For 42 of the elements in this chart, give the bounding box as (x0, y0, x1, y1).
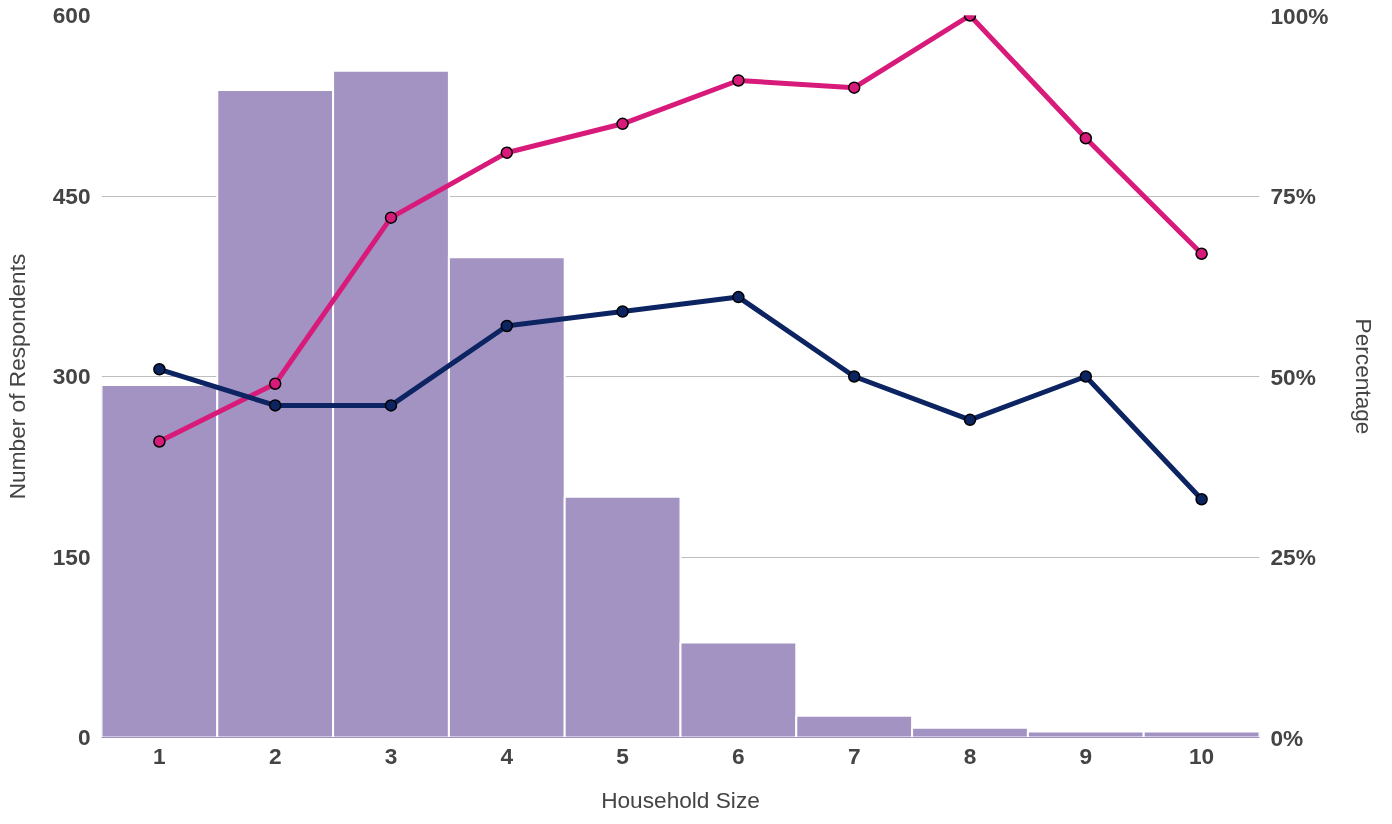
point (732, 290, 745, 304)
point (268, 377, 282, 390)
point (616, 305, 629, 318)
y-tick-label: 0 (77, 724, 91, 750)
x-tick-label: 5 (616, 742, 629, 769)
y2-tick-label: 25% (1270, 544, 1316, 570)
y-tick-label: 150 (52, 543, 91, 570)
point (153, 435, 166, 448)
y-axis-title: Number of Respondents (3, 253, 30, 500)
x-tick-label: 8 (963, 742, 977, 769)
x-axis-title: Household Size (601, 786, 760, 813)
x-tick-label: 1 (153, 742, 166, 769)
point (1079, 132, 1093, 145)
point (1195, 247, 1208, 260)
x-tick-label: 7 (847, 742, 861, 769)
x-tick-label: 4 (500, 742, 514, 769)
point (384, 211, 398, 224)
x-tick-label: 3 (384, 742, 398, 769)
point (1195, 493, 1208, 506)
point (732, 74, 745, 87)
point (384, 399, 398, 412)
point (847, 81, 861, 94)
x-tick-label: 9 (1079, 742, 1093, 769)
point (500, 319, 514, 333)
point (963, 413, 977, 427)
y2-tick-label: 0% (1270, 724, 1304, 751)
point (268, 399, 282, 412)
x-tick-label: 2 (268, 742, 282, 769)
y2-tick-label: 75% (1270, 183, 1316, 209)
point (153, 363, 166, 376)
point (847, 370, 861, 383)
x-tick-label: 6 (732, 742, 745, 769)
x-tick-label: 10 (1189, 742, 1215, 769)
y-tick-label: 300 (52, 363, 91, 389)
y-tick-label: 600 (52, 2, 91, 28)
point (1079, 370, 1093, 383)
y2-tick-label: 50% (1270, 363, 1316, 390)
y2-axis-title: Percentage (1351, 318, 1378, 435)
y-tick-label: 450 (52, 182, 91, 209)
y2-tick-label: 100% (1270, 2, 1329, 29)
point (500, 146, 514, 159)
point (616, 117, 629, 131)
